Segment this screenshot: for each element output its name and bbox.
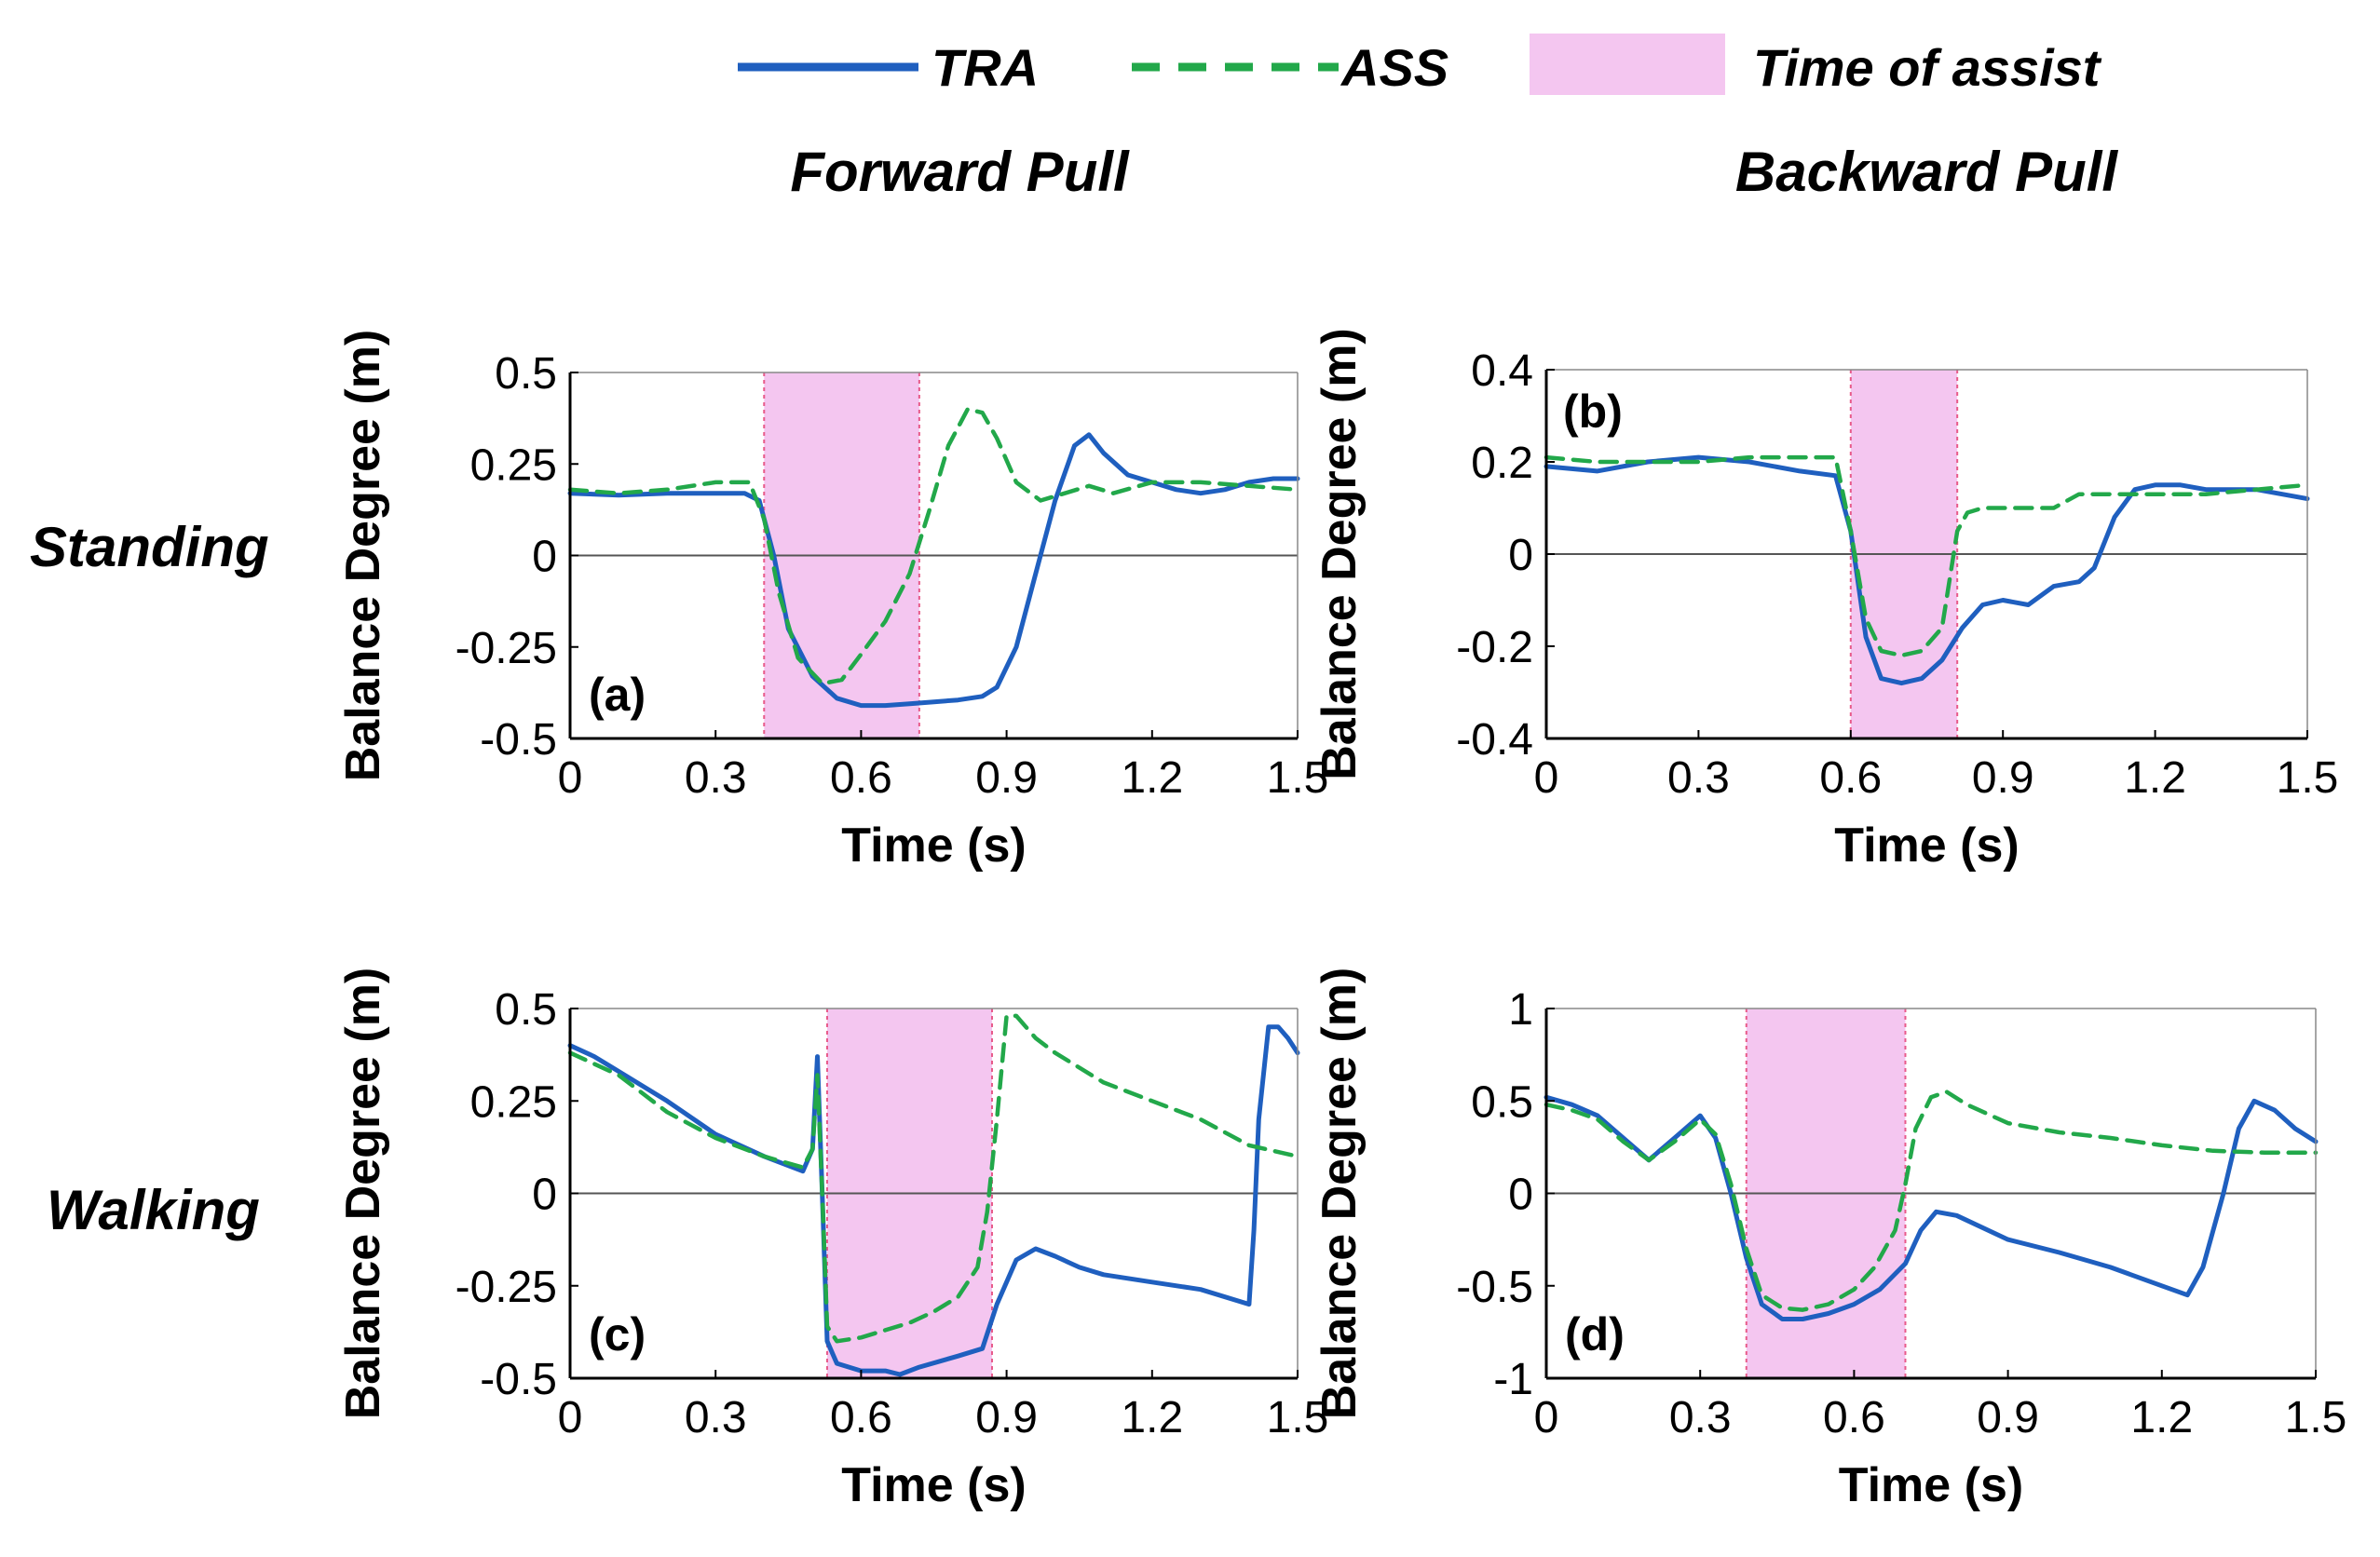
x-tick-label: 0.3 xyxy=(1667,753,1730,803)
x-tick-label: 1.2 xyxy=(2124,753,2186,803)
legend-assist-label: Time of assist xyxy=(1753,38,2102,97)
panel-label: (c) xyxy=(589,1308,646,1361)
x-tick-label: 1.2 xyxy=(1121,753,1183,803)
y-tick-label: -0.25 xyxy=(456,624,557,673)
x-tick-label: 0.3 xyxy=(1669,1393,1732,1442)
panel-label: (a) xyxy=(589,669,646,721)
y-tick-label: 0.5 xyxy=(495,349,557,399)
y-tick-label: 0.25 xyxy=(470,1077,557,1127)
panel-b-standing-backward: 0 0.3 0.6 0.9 1.2 1.5 -0.4 -0.2 0 0.2 0.4 Time (s) B… xyxy=(1312,328,2338,873)
series-tra-line xyxy=(1544,1094,2319,1321)
x-tick-label: 1.5 xyxy=(1267,753,1329,803)
y-tick-label: 0 xyxy=(532,1171,557,1220)
panel-label: (d) xyxy=(1565,1308,1625,1361)
x-tick-label: 1.2 xyxy=(1121,1393,1183,1442)
x-tick-label: 0.3 xyxy=(685,1393,747,1442)
y-tick-label: 0 xyxy=(1508,1171,1533,1220)
series-ass-line xyxy=(567,1013,1300,1344)
x-tick-label: 0.9 xyxy=(975,753,1038,803)
legend-tra-label: TRA xyxy=(932,38,1039,97)
panel-label: (b) xyxy=(1563,386,1623,438)
x-tick-label: 1.5 xyxy=(2285,1393,2347,1442)
y-tick-label: 0.2 xyxy=(1471,439,1533,488)
x-tick-label: 0 xyxy=(1534,753,1559,803)
x-tick-label: 0 xyxy=(558,1393,583,1442)
x-axis-label: Time (s) xyxy=(1839,1458,2023,1512)
y-tick-label: 0 xyxy=(1508,531,1533,580)
legend: TRA ASS Time of assist xyxy=(738,34,2102,97)
x-tick-label: 0.6 xyxy=(1819,753,1882,803)
panel-a-standing-forward: 0 0.3 0.6 0.9 1.2 1.5 -0.5 -0.25 0 0.25 0.5 Time (s… xyxy=(336,330,1328,873)
y-tick-label: -0.5 xyxy=(1456,1263,1533,1312)
x-tick-label: 0.9 xyxy=(1972,753,2034,803)
column-title-forward-pull: Forward Pull xyxy=(790,141,1130,203)
series-tra-line xyxy=(567,432,1300,709)
x-axis-label: Time (s) xyxy=(1834,819,2019,873)
x-axis-label: Time (s) xyxy=(841,819,1026,873)
y-tick-label: 0.25 xyxy=(470,440,557,490)
y-tick-label: 0.4 xyxy=(1471,346,1533,396)
x-tick-label: 0.6 xyxy=(830,1393,892,1442)
y-tick-label: 0.5 xyxy=(495,985,557,1035)
row-title-standing: Standing xyxy=(30,516,269,578)
legend-ass-label: ASS xyxy=(1340,38,1448,97)
x-tick-label: 1.2 xyxy=(2130,1393,2193,1442)
x-axis-label: Time (s) xyxy=(841,1458,1026,1512)
column-title-backward-pull: Backward Pull xyxy=(1735,141,2118,203)
x-tick-label: 0 xyxy=(558,753,583,803)
y-tick-label: -0.5 xyxy=(480,715,557,765)
y-tick-label: -0.4 xyxy=(1456,715,1533,765)
y-tick-label: -0.2 xyxy=(1456,623,1533,672)
series-tra-line xyxy=(567,1024,1300,1377)
x-tick-label: 1.5 xyxy=(2277,753,2339,803)
y-tick-label: -1 xyxy=(1493,1355,1533,1404)
x-tick-label: 0.6 xyxy=(830,753,892,803)
x-tick-label: 0.3 xyxy=(685,753,747,803)
y-tick-label: 0.5 xyxy=(1471,1077,1533,1127)
series-ass-line xyxy=(1544,454,2310,658)
y-axis-label: Balance Degree (m) xyxy=(1312,328,1367,780)
series-ass-line xyxy=(567,407,1300,686)
y-axis-label: Balance Degree (m) xyxy=(336,330,390,782)
panel-c-walking-forward: 0 0.3 0.6 0.9 1.2 1.5 -0.5 -0.25 0 0.25 0.5 Time (s… xyxy=(336,968,1328,1512)
panel-d-walking-backward: 0 0.3 0.6 0.9 1.2 1.5 -1 -0.5 0 0.5 1 Time (s) Balan… xyxy=(1312,968,2346,1512)
y-tick-label: 0 xyxy=(532,533,557,582)
legend-assist-swatch xyxy=(1530,34,1725,95)
y-axis-label: Balance Degree (m) xyxy=(1312,968,1367,1420)
series-tra-line xyxy=(1544,454,2310,686)
row-title-walking: Walking xyxy=(47,1179,260,1241)
y-axis-label: Balance Degree (m) xyxy=(336,968,390,1420)
x-tick-label: 0.9 xyxy=(1977,1393,2039,1442)
x-tick-label: 0.6 xyxy=(1823,1393,1885,1442)
y-tick-label: 1 xyxy=(1508,985,1533,1035)
y-tick-label: -0.5 xyxy=(480,1355,557,1404)
x-tick-label: 0 xyxy=(1534,1393,1559,1442)
x-tick-label: 0.9 xyxy=(975,1393,1038,1442)
x-tick-label: 1.5 xyxy=(1267,1393,1329,1442)
series-ass-line xyxy=(1544,1090,2319,1312)
y-tick-label: -0.25 xyxy=(456,1263,557,1312)
